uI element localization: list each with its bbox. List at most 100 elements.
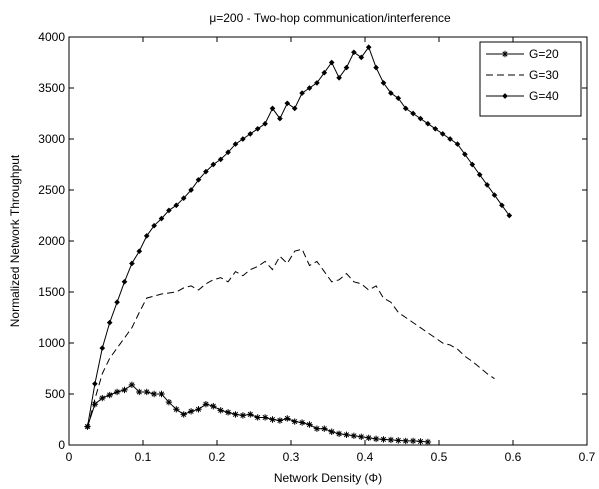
x-tick-label: 0.6: [505, 450, 522, 464]
data-point: [321, 425, 328, 432]
data-point: [247, 131, 254, 137]
legend-entry: G=30: [486, 68, 559, 82]
data-point: [232, 141, 239, 147]
data-point: [402, 105, 409, 112]
x-tick-label: 0.3: [283, 450, 300, 464]
data-point: [254, 125, 261, 132]
data-point: [173, 406, 180, 413]
data-point: [321, 69, 328, 76]
data-point: [358, 54, 365, 61]
data-point: [217, 407, 224, 414]
data-point: [380, 436, 387, 443]
x-axis: 0 0.1 0.2 0.3 0.4 0.5 0.6 0.7: [66, 37, 596, 464]
data-point: [91, 401, 99, 408]
data-point: [476, 171, 483, 178]
data-point: [269, 416, 276, 423]
y-tick-label: 3500: [38, 81, 65, 95]
data-point: [351, 49, 357, 56]
x-tick-label: 0.1: [135, 450, 152, 464]
data-point: [499, 202, 505, 209]
data-point: [262, 120, 268, 127]
legend-label: G=30: [529, 68, 559, 82]
data-point: [365, 44, 372, 51]
data-point: [387, 436, 395, 444]
data-point: [180, 195, 187, 201]
data-point: [343, 64, 350, 71]
data-point: [136, 388, 143, 396]
legend-label: G=20: [529, 47, 559, 61]
data-point: [328, 428, 335, 435]
data-point: [106, 391, 113, 399]
data-point: [210, 161, 217, 168]
data-point: [395, 95, 402, 102]
y-tick-label: 2000: [38, 234, 65, 248]
series-line: [87, 46, 510, 427]
series-g-30: [87, 248, 495, 428]
data-point: [425, 120, 431, 127]
data-point: [454, 141, 461, 147]
data-point: [165, 398, 173, 406]
x-axis-label: Network Density (Φ): [274, 471, 382, 485]
data-point: [84, 423, 91, 430]
data-point: [417, 438, 424, 445]
y-axis: 0 500 1000 1500 2000 2500 3000 3500 4000: [38, 30, 587, 452]
data-point: [195, 176, 202, 183]
data-point: [217, 156, 224, 163]
y-tick-label: 1000: [38, 336, 65, 350]
data-point: [284, 100, 291, 107]
legend-box: [479, 41, 582, 117]
data-point: [269, 105, 276, 112]
y-axis-label: Normalized Network Throughput: [8, 154, 22, 327]
data-point: [99, 394, 106, 402]
y-tick-label: 1500: [38, 285, 65, 299]
data-point: [298, 419, 306, 426]
legend-entry: G=40: [486, 89, 559, 103]
data-point: [114, 299, 120, 306]
series-layer: [84, 44, 513, 446]
data-point: [158, 390, 165, 398]
data-point: [306, 85, 313, 91]
data-point: [336, 74, 342, 81]
data-point: [128, 381, 136, 389]
data-point: [350, 432, 358, 440]
data-point: [439, 131, 446, 137]
series-g-40: [84, 44, 513, 430]
data-point: [424, 438, 432, 446]
data-point: [136, 248, 143, 255]
data-point: [150, 390, 158, 398]
data-point: [491, 192, 498, 198]
data-point: [395, 437, 402, 444]
data-point: [158, 215, 165, 222]
data-point: [224, 409, 232, 416]
data-point: [343, 431, 350, 438]
data-point: [306, 421, 313, 428]
data-point: [240, 136, 246, 142]
data-point: [358, 433, 365, 441]
data-point: [291, 418, 298, 425]
data-point: [469, 161, 476, 168]
data-point: [261, 414, 269, 421]
data-point: [409, 437, 417, 445]
data-point: [129, 260, 135, 267]
data-point: [187, 408, 195, 415]
series-g-20: [84, 381, 432, 446]
x-tick-label: 0.5: [431, 450, 448, 464]
legend-entry: G=20: [486, 47, 559, 61]
data-point: [180, 411, 187, 418]
data-point: [284, 415, 291, 422]
data-point: [402, 437, 409, 445]
y-tick-label: 0: [58, 438, 65, 452]
series-line: [87, 248, 495, 428]
data-point: [195, 406, 202, 413]
data-point: [239, 412, 247, 419]
data-point: [299, 90, 305, 96]
data-point: [417, 115, 424, 122]
data-point: [335, 430, 343, 437]
data-point: [99, 345, 106, 351]
data-point: [276, 417, 284, 424]
x-tick-label: 0.2: [209, 450, 226, 464]
data-point: [328, 59, 335, 66]
data-point: [462, 151, 468, 158]
data-point: [277, 115, 283, 122]
